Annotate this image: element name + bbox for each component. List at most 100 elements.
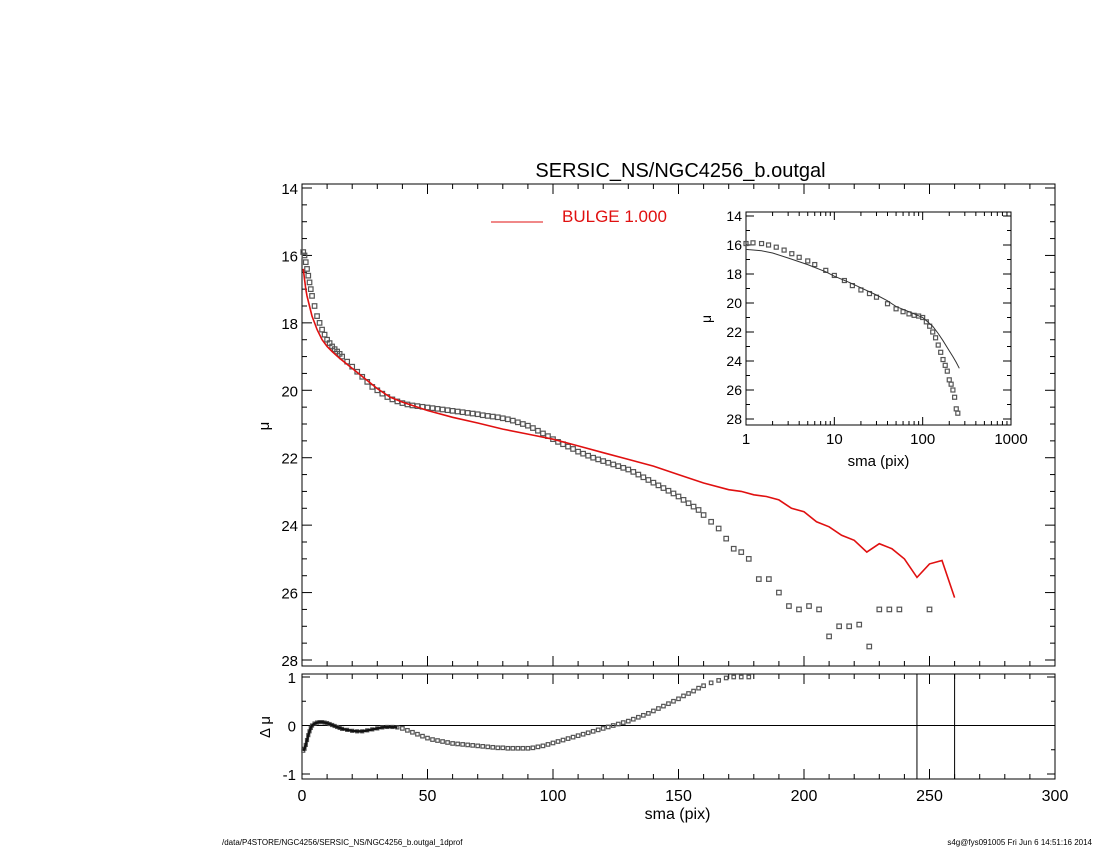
data-point	[575, 448, 581, 455]
inset-data-point	[884, 301, 891, 307]
inset-data-point	[773, 244, 779, 250]
data-point	[695, 507, 702, 513]
inset-y-tick-label: 20	[726, 295, 742, 311]
data-point	[479, 412, 486, 419]
inset-data-point	[944, 368, 950, 374]
inset-y-tick-label: 24	[726, 353, 742, 369]
data-point	[660, 485, 667, 491]
residual-point	[515, 745, 521, 751]
residual-point	[470, 743, 476, 748]
data-point	[896, 606, 903, 613]
data-point	[826, 633, 832, 640]
data-point	[886, 606, 893, 613]
residual-point	[605, 724, 611, 730]
residual-point	[455, 741, 460, 747]
residual-point	[656, 706, 661, 711]
residual-point	[676, 696, 681, 702]
data-point	[730, 545, 737, 552]
data-point	[509, 417, 516, 424]
data-point	[708, 518, 714, 525]
data-point	[469, 410, 476, 417]
residual-frame	[301, 673, 1056, 780]
residual-point	[615, 721, 621, 727]
data-point	[610, 461, 617, 468]
residual-point	[580, 731, 586, 737]
inset-y-tick-label: 16	[726, 237, 742, 253]
residual-x-tick-label: 200	[791, 788, 818, 805]
data-point	[585, 452, 591, 459]
residual-point	[635, 714, 641, 720]
residual-point	[535, 744, 541, 750]
data-point	[786, 603, 792, 609]
data-point	[715, 525, 722, 532]
residual-point	[475, 743, 481, 749]
inset-data-point	[823, 267, 829, 273]
data-point	[650, 479, 657, 486]
residual-y-axis-label: Δ μ	[257, 716, 274, 738]
data-point	[484, 413, 491, 419]
data-point	[846, 623, 853, 630]
data-point	[776, 589, 782, 596]
residual-point	[440, 739, 445, 744]
residual-point	[505, 745, 511, 751]
residual-point	[400, 726, 405, 731]
residual-point	[570, 734, 576, 740]
residual-point	[686, 691, 691, 696]
residual-y-tick-label: 1	[288, 670, 296, 687]
chart-title: SERSIC_NS/NGC4256_b.outgal	[535, 160, 825, 182]
data-point	[304, 266, 310, 272]
data-point	[520, 421, 526, 427]
data-point	[836, 623, 842, 630]
residual-point	[666, 701, 671, 707]
inset-x-tick-label: 100	[910, 431, 935, 448]
inset-data-point	[940, 356, 946, 363]
main-plot: 14 16 18 20 22 24 26 28 SERSIC_NS/NGC4256_b.outg…	[256, 160, 1056, 670]
data-point	[565, 443, 571, 450]
inset-y-tick-label: 26	[726, 382, 742, 398]
residual-point	[620, 720, 626, 725]
data-point	[424, 404, 431, 411]
y-tick-label: 18	[281, 316, 298, 333]
data-point	[444, 407, 451, 414]
x-axis-label: sma (pix)	[645, 806, 711, 823]
residual-point	[595, 727, 601, 733]
data-point	[615, 463, 622, 469]
inset-data-point	[920, 314, 926, 321]
inset-data-point	[743, 240, 749, 247]
residual-point	[723, 675, 729, 681]
data-point	[866, 643, 873, 650]
residual-point	[610, 723, 616, 728]
data-point	[620, 464, 627, 471]
data-point	[464, 410, 471, 416]
data-point	[489, 413, 496, 420]
residual-point	[696, 685, 701, 691]
residual-point	[590, 728, 596, 734]
data-point	[515, 419, 521, 426]
residual-point	[550, 740, 556, 746]
data-point	[314, 313, 320, 319]
data-point	[605, 459, 612, 466]
data-point	[926, 606, 933, 613]
data-point	[525, 422, 531, 429]
residual-point	[646, 711, 651, 716]
residual-point	[630, 716, 636, 722]
data-point	[806, 603, 812, 609]
residual-point	[575, 733, 581, 739]
data-point	[302, 259, 309, 266]
inset-data-point	[942, 362, 948, 368]
inset-data-point	[938, 349, 944, 355]
data-point	[570, 446, 576, 452]
inset-data-point	[781, 247, 787, 253]
data-point	[640, 474, 647, 481]
residual-y-tick-label: -1	[283, 767, 296, 784]
data-point	[635, 471, 642, 478]
residual-point	[465, 742, 471, 748]
residual-point	[671, 698, 676, 704]
data-point	[700, 512, 707, 518]
residual-point	[681, 693, 686, 699]
residual-point	[530, 745, 536, 751]
residual-point	[540, 743, 546, 749]
residual-point	[520, 745, 526, 751]
residual-point	[545, 742, 551, 747]
residual-point	[585, 730, 591, 736]
